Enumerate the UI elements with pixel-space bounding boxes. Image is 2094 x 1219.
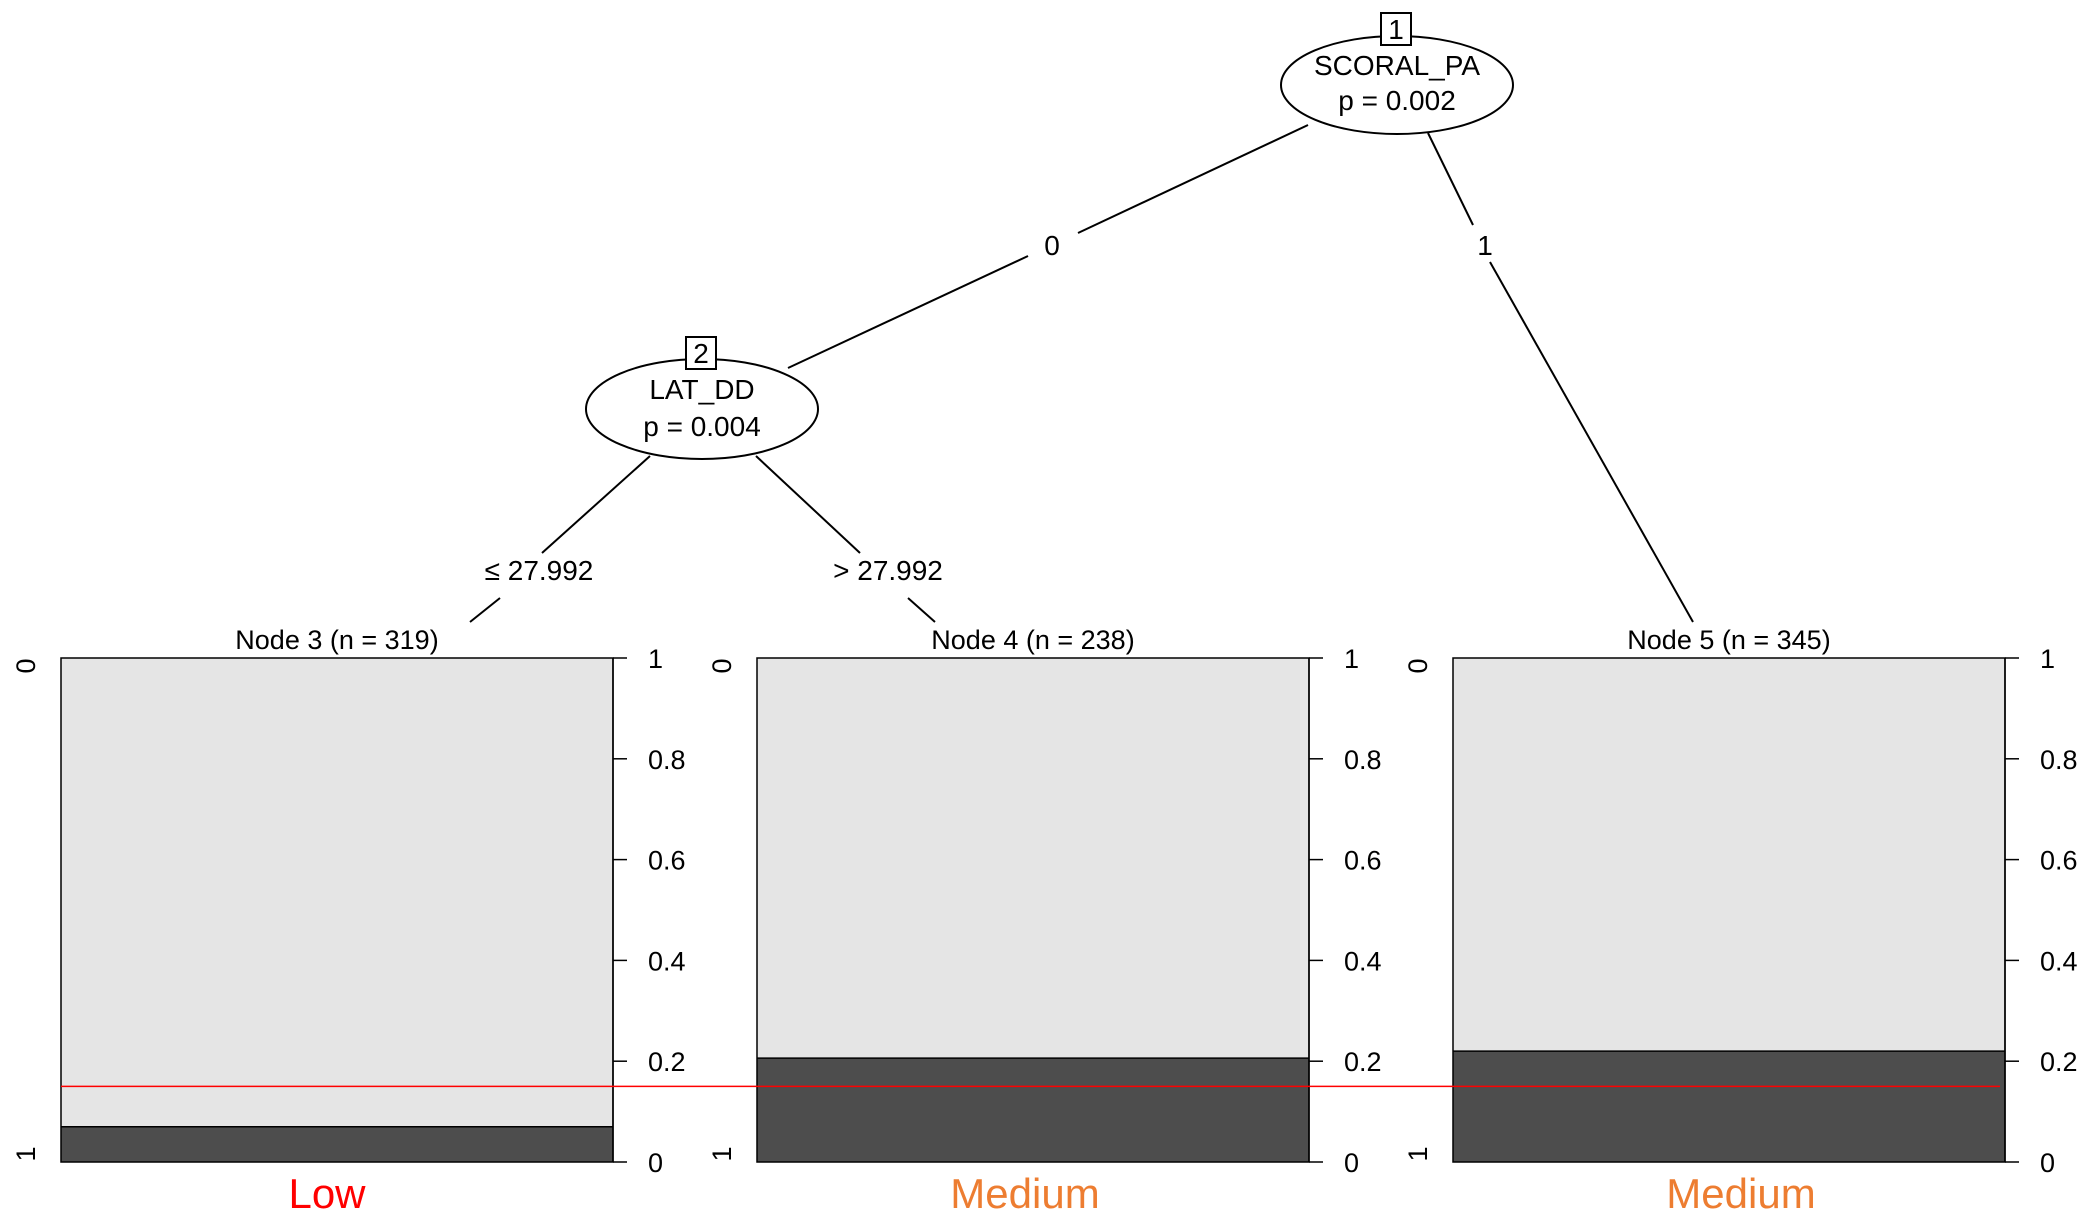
edge-2-4-line-a [755,455,861,554]
y-tick-label: 0 [2040,1148,2055,1178]
node-variable: LAT_DD [649,374,754,405]
node-pvalue: p = 0.004 [643,411,761,442]
y-tick-label: 1 [1344,644,1359,674]
category-label: Medium [950,1170,1099,1217]
class-label-1: 1 [11,1146,41,1161]
edge-1-2-line-a [1077,124,1309,234]
edge-labels: 0 1 ≤ 27.992 > 27.992 [485,230,1493,586]
edge-label-2-3: ≤ 27.992 [485,555,594,586]
edge-2-4-line-b [907,597,936,623]
terminal-node-5: Node 5 (n = 345) 0 0.2 0.4 0.6 0.8 1 0 1 Medium [1403,625,2078,1217]
edge-1-5-line-a [1427,132,1474,226]
terminal-node-3: Node 3 (n = 319) 0 0.2 0.4 0.6 0.8 1 0 1 Low [11,625,686,1217]
y-tick-label: 0.4 [1344,946,1382,976]
y-tick-label: 0.8 [2040,745,2078,775]
edge-2-3-line-a [541,455,651,554]
y-tick-label: 1 [2040,644,2055,674]
node-id-box [685,336,717,370]
y-tick-label: 0.4 [648,946,686,976]
edge-label-1-5: 1 [1477,230,1493,261]
bar-class-1 [61,1126,613,1162]
bar-class-0 [1453,658,2005,1052]
terminal-nodes: Node 3 (n = 319)00.20.40.60.8101LowNode … [11,625,2078,1217]
terminal-node-4: Node 4 (n = 238) 0 0.2 0.4 0.6 0.8 1 0 1 Medium [707,625,1382,1217]
bar-class-1 [757,1058,1309,1162]
class-label-0: 0 [11,658,41,673]
y-tick-label: 0 [1344,1148,1359,1178]
bar-class-1 [1453,1051,2005,1162]
class-label-0: 0 [1403,658,1433,673]
node-title: Node 4 (n = 238) [931,625,1134,655]
y-tick-label: 0.2 [648,1047,686,1077]
node-id: 2 [693,338,709,369]
y-tick-label: 0.4 [2040,946,2078,976]
node-pvalue: p = 0.002 [1338,85,1456,116]
class-label-0: 0 [707,658,737,673]
node-id-box [1380,12,1412,46]
y-tick-label: 0.8 [648,745,686,775]
y-tick-label: 0.2 [2040,1047,2078,1077]
bar-class-0 [61,658,613,1127]
tree-edges [469,124,1694,623]
bar-class-0 [757,658,1309,1059]
edge-2-3-line-b [469,597,501,623]
edge-label-1-2: 0 [1044,230,1060,261]
y-tick-label: 1 [648,644,663,674]
category-label: Medium [1666,1170,1815,1217]
inner-node-2: 2 LAT_DD p = 0.004 [585,336,819,460]
class-label-1: 1 [707,1146,737,1161]
y-tick-label: 0.6 [2040,846,2078,876]
node-id: 1 [1388,14,1404,45]
category-label: Low [288,1170,366,1217]
node-title: Node 5 (n = 345) [1627,625,1830,655]
node-variable: SCORAL_PA [1314,50,1480,81]
class-label-1: 1 [1403,1146,1433,1161]
edge-1-5-line-b [1489,261,1694,623]
y-tick-label: 0.6 [648,846,686,876]
inner-node-1: 1 SCORAL_PA p = 0.002 [1280,12,1514,135]
y-tick-label: 0.2 [1344,1047,1382,1077]
node-title: Node 3 (n = 319) [235,625,438,655]
y-tick-label: 0.6 [1344,846,1382,876]
y-tick-label: 0 [648,1148,663,1178]
edge-label-2-4: > 27.992 [833,555,943,586]
edge-1-2-line-b [787,255,1029,369]
y-tick-label: 0.8 [1344,745,1382,775]
